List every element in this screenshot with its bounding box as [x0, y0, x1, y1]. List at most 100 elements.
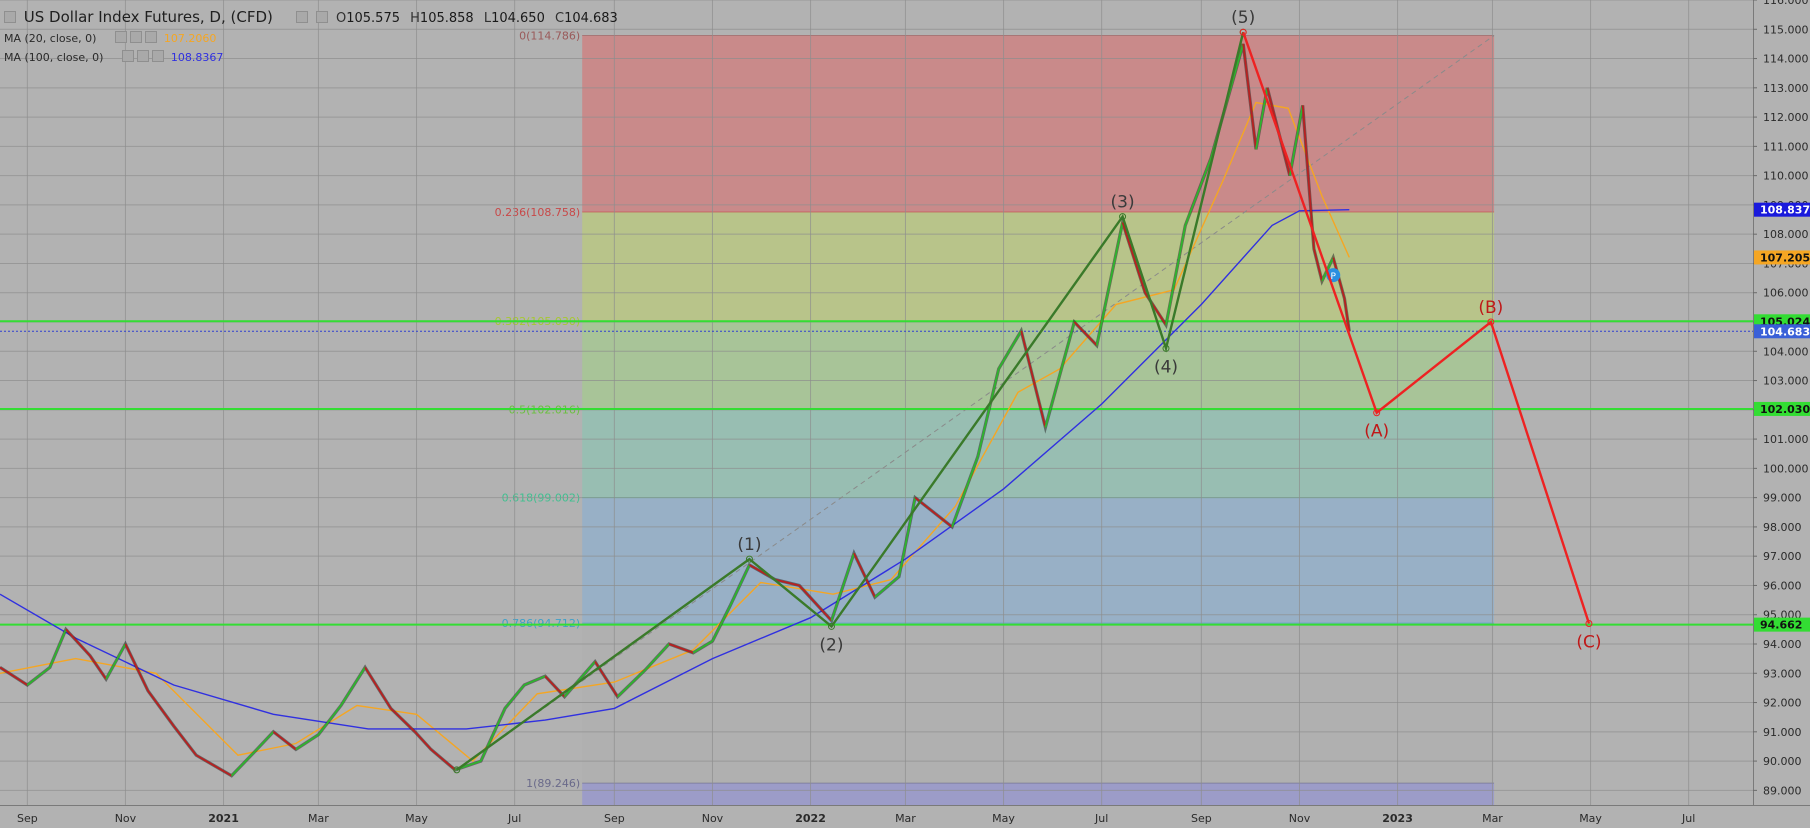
ma100-hide-icon[interactable]: [137, 50, 150, 62]
price-segment: [1313, 248, 1323, 282]
time-axis[interactable]: Sep Nov 2021 Mar May Jul Sep Nov 2022 Mar May Jul Se…: [0, 805, 1810, 828]
hide-icon[interactable]: [316, 11, 329, 23]
time-axis-label: 2023: [1382, 812, 1413, 825]
price-axis-label: 89.000: [1763, 784, 1802, 797]
price-segment: [253, 731, 275, 753]
fibonacci-retracement[interactable]: 0(114.786)0.236(108.758)0.382(105.030)0.…: [495, 30, 1495, 805]
price-segment: [89, 655, 107, 680]
price-segment: [65, 628, 91, 657]
price-segment: [711, 605, 731, 642]
impulse-label-1: (1): [737, 535, 761, 555]
ohlc-close-value: 104.683: [564, 11, 618, 26]
price-axis-label: 114.000: [1763, 53, 1809, 66]
price-markers: 108.837107.205105.024104.683102.03094.66…: [1754, 202, 1810, 632]
indicator-ma20-label: MA (20, close, 0): [4, 32, 97, 45]
price-segment: [692, 640, 713, 654]
impulse-node: [1119, 213, 1127, 221]
fib-level-label-0: 0(114.786): [519, 30, 580, 43]
fib-zone-0: [582, 35, 1495, 212]
ohlc-low-value: 104.650: [491, 11, 545, 26]
time-axis-label: May: [992, 812, 1015, 825]
price-marker-text-108-837: 108.837: [1760, 204, 1810, 217]
price-axis-label: 96.000: [1763, 579, 1802, 592]
fib-zone-0-618: [582, 497, 1495, 624]
indicator-ma20-row[interactable]: MA (20, close, 0) 107.2060: [4, 31, 216, 45]
indicator-ma100-value: 108.8367: [170, 51, 224, 64]
price-marker-box-108-837: [1754, 202, 1810, 217]
price-marker-text-104-683: 104.683: [1760, 325, 1810, 338]
price-segment: [295, 733, 319, 751]
collapse-legend-icon[interactable]: [4, 11, 16, 23]
corrective-node: [1487, 318, 1495, 326]
price-axis-label: 104.000: [1763, 345, 1809, 358]
indicator-ma100-row[interactable]: MA (100, close, 0) 108.8367: [4, 50, 223, 64]
ma20-settings-icon[interactable]: [115, 31, 128, 43]
price-axis-label: 103.000: [1763, 375, 1809, 388]
price-axis-label: 106.000: [1763, 287, 1809, 300]
price-segment: [729, 564, 751, 607]
price-segment: [26, 666, 51, 686]
price-segment: [49, 629, 67, 668]
corrective-label-B: (B): [1478, 298, 1503, 318]
corrective-path: [1242, 31, 1591, 624]
price-segment: [147, 690, 175, 727]
ma20-remove-icon[interactable]: [145, 31, 158, 43]
time-axis-label: Mar: [1482, 812, 1503, 825]
time-axis-label: May: [1579, 812, 1602, 825]
price-axis-label: 101.000: [1763, 433, 1809, 446]
price-axis-label: 112.000: [1763, 111, 1809, 124]
ma20-hide-icon[interactable]: [130, 31, 143, 43]
impulse-label-2: (2): [819, 635, 843, 655]
elliott-wave-drawing[interactable]: (1) (2) (3) (4) (5) (A) (B) (C): [453, 8, 1602, 774]
corrective-label-C: (C): [1576, 633, 1601, 653]
ma100-line: [0, 209, 1350, 730]
impulse-label-5: (5): [1231, 8, 1255, 28]
price-axis-label: 97.000: [1763, 550, 1802, 563]
price-axis-label: 92.000: [1763, 697, 1802, 710]
price-marker-box-107-205: [1754, 250, 1810, 265]
price-axis-label: 110.000: [1763, 170, 1809, 183]
settings-icon[interactable]: [296, 11, 309, 23]
price-segment: [1165, 225, 1187, 326]
impulse-path: [455, 31, 1245, 771]
time-axis-label: Nov: [115, 812, 137, 825]
ohlc-low-key: L: [483, 11, 492, 26]
fib-zone-0-5: [582, 409, 1495, 498]
corrective-label-A: (A): [1364, 422, 1389, 442]
price-axis-label: 113.000: [1763, 82, 1809, 95]
impulse-label-3: (3): [1111, 193, 1135, 213]
ma100-settings-icon[interactable]: [122, 50, 135, 62]
price-segment: [951, 456, 979, 528]
price-segment: [124, 643, 149, 692]
price-segment: [830, 552, 855, 621]
time-axis-label: Mar: [895, 812, 916, 825]
price-segment: [976, 368, 1000, 457]
indicator-ma20-value: 107.2060: [163, 32, 217, 45]
corrective-node: [1373, 409, 1381, 417]
price-segment: [195, 754, 233, 777]
horizontal-lines[interactable]: [0, 320, 1753, 626]
price-marker-box-102-030: [1754, 401, 1810, 416]
fib-trend-line: [456, 35, 1495, 771]
price-axis-label: 94.000: [1763, 638, 1802, 651]
time-axis-label: Jul: [1094, 812, 1108, 825]
price-segment: [1242, 43, 1257, 150]
price-axis-label: 116.000: [1763, 0, 1809, 7]
price-segment: [798, 584, 833, 622]
price-segment: [272, 731, 297, 751]
time-axis-label: Sep: [604, 812, 625, 825]
time-axis-label: Jul: [1681, 812, 1695, 825]
price-series[interactable]: P: [0, 43, 1351, 778]
time-axis-label: Jul: [507, 812, 521, 825]
ma100-remove-icon[interactable]: [152, 50, 165, 62]
price-axis-label: 115.000: [1763, 23, 1809, 36]
impulse-label-4: (4): [1154, 357, 1178, 377]
fibonacci-trendline: [456, 35, 1495, 771]
price-axis-label: 98.000: [1763, 521, 1802, 534]
price-axis-label: 108.000: [1763, 228, 1809, 241]
time-axis-label: May: [405, 812, 428, 825]
price-marker-text-107-205: 107.205: [1760, 251, 1810, 264]
price-axis-label: 93.000: [1763, 667, 1802, 680]
price-marker-box-104-683: [1754, 324, 1810, 339]
